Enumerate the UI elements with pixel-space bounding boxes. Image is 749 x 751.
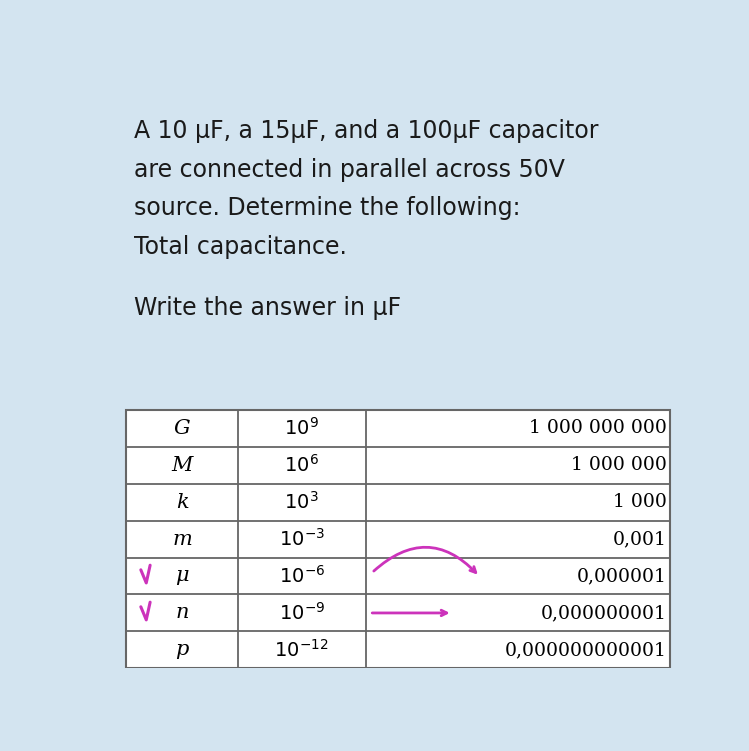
- Text: m: m: [172, 529, 192, 548]
- Text: $10^{3}$: $10^{3}$: [285, 491, 319, 513]
- Text: k: k: [175, 493, 188, 511]
- Text: $10^{9}$: $10^{9}$: [285, 418, 319, 439]
- Text: $10^{-12}$: $10^{-12}$: [274, 639, 329, 661]
- Text: A 10 μF, a 15μF, and a 100μF capacitor: A 10 μF, a 15μF, and a 100μF capacitor: [134, 119, 598, 143]
- Text: Write the answer in μF: Write the answer in μF: [134, 297, 401, 321]
- Text: $10^{-9}$: $10^{-9}$: [279, 602, 325, 624]
- Text: 1 000: 1 000: [613, 493, 667, 511]
- Text: $10^{-3}$: $10^{-3}$: [279, 528, 324, 550]
- Text: are connected in parallel across 50V: are connected in parallel across 50V: [134, 158, 565, 182]
- Text: $10^{6}$: $10^{6}$: [284, 454, 319, 476]
- Text: 0,000000000001: 0,000000000001: [506, 641, 667, 659]
- Text: source. Determine the following:: source. Determine the following:: [134, 196, 521, 220]
- Text: p: p: [175, 641, 189, 659]
- Text: n: n: [175, 604, 189, 623]
- Text: Total capacitance.: Total capacitance.: [134, 235, 347, 259]
- Text: μ: μ: [175, 566, 189, 586]
- Text: G: G: [174, 418, 190, 438]
- Text: 0,000001: 0,000001: [577, 567, 667, 585]
- Bar: [126, 409, 670, 668]
- Text: $10^{-6}$: $10^{-6}$: [279, 565, 325, 587]
- Text: 0,000000001: 0,000000001: [542, 604, 667, 622]
- Text: M: M: [172, 456, 192, 475]
- Text: 0,001: 0,001: [613, 530, 667, 548]
- Text: 1 000 000 000: 1 000 000 000: [530, 419, 667, 437]
- Text: 1 000 000: 1 000 000: [571, 456, 667, 474]
